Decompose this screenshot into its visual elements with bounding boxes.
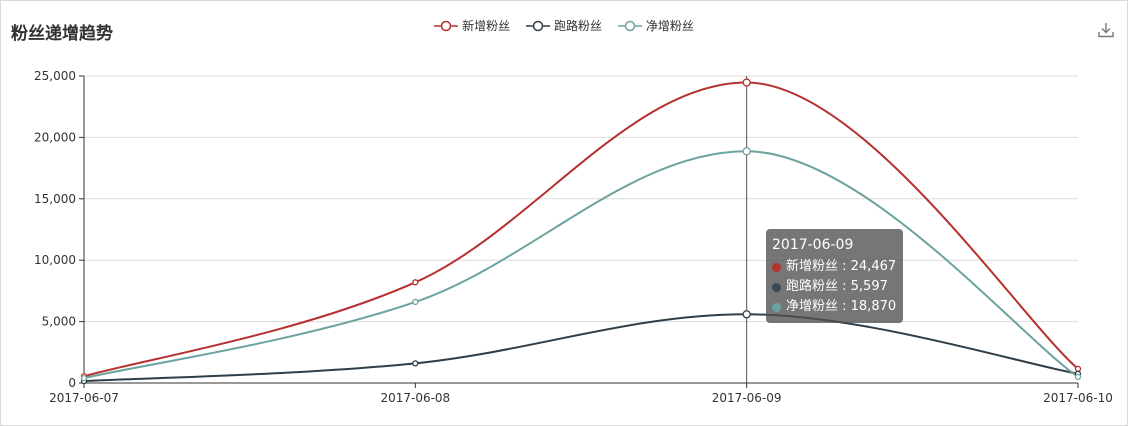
legend-item-lost[interactable]: 跑路粉丝 [525, 17, 602, 34]
legend-item-net[interactable]: 净增粉丝 [617, 17, 694, 34]
download-icon[interactable] [1097, 21, 1115, 39]
series-dot [772, 282, 781, 292]
y-tick-label: 15,000 [34, 192, 76, 206]
tooltip-row-lost: 跑路粉丝 : 5,597 [772, 277, 897, 297]
legend-item-new[interactable]: 新增粉丝 [434, 17, 510, 34]
y-tick-label: 10,000 [34, 253, 76, 267]
data-point [1074, 365, 1082, 373]
y-tick-label: 20,000 [34, 130, 76, 144]
x-tick-label: 2017-06-09 [712, 391, 782, 405]
legend-line-icon [525, 20, 550, 31]
series-dot [772, 262, 781, 272]
tooltip: 2017-06-09 新增粉丝 : 24,467 跑路粉丝 : 5,597 净增… [766, 229, 903, 323]
data-point [412, 279, 419, 286]
data-point [1074, 373, 1082, 381]
legend: 新增粉丝 跑路粉丝 净增粉丝 [1, 17, 1127, 35]
data-point [742, 310, 751, 319]
tooltip-row-label: 净增粉丝 : 18,870 [786, 299, 897, 314]
tooltip-title: 2017-06-09 [772, 237, 854, 253]
y-tick-label: 0 [68, 376, 76, 390]
tooltip-row-label: 跑路粉丝 : 5,597 [786, 279, 888, 294]
x-tick-label: 2017-06-08 [380, 391, 450, 405]
series-line-new [83, 81, 1079, 378]
legend-line-icon [617, 20, 642, 31]
data-point [412, 298, 419, 306]
data-point [742, 147, 751, 156]
legend-label: 跑路粉丝 [553, 19, 602, 33]
y-tick-label: 5,000 [42, 315, 76, 329]
legend-label: 新增粉丝 [462, 19, 511, 33]
chart-title: 粉丝递增趋势 [11, 24, 113, 44]
data-point [742, 78, 751, 87]
tooltip-row-new: 新增粉丝 : 24,467 [772, 257, 897, 277]
legend-line-icon [434, 20, 459, 31]
x-tick-label: 2017-06-07 [49, 391, 119, 405]
tooltip-row-net: 净增粉丝 : 18,870 [772, 297, 897, 317]
data-point [80, 374, 88, 382]
y-tick-label: 25,000 [34, 69, 76, 83]
data-point [412, 360, 419, 367]
legend-label: 净增粉丝 [645, 19, 694, 33]
tooltip-row-label: 新增粉丝 : 24,467 [786, 259, 897, 274]
series-dot [772, 302, 781, 312]
series-line-net [83, 150, 1079, 380]
x-tick-label: 2017-06-10 [1043, 391, 1113, 405]
series-line-lost [83, 313, 1079, 383]
